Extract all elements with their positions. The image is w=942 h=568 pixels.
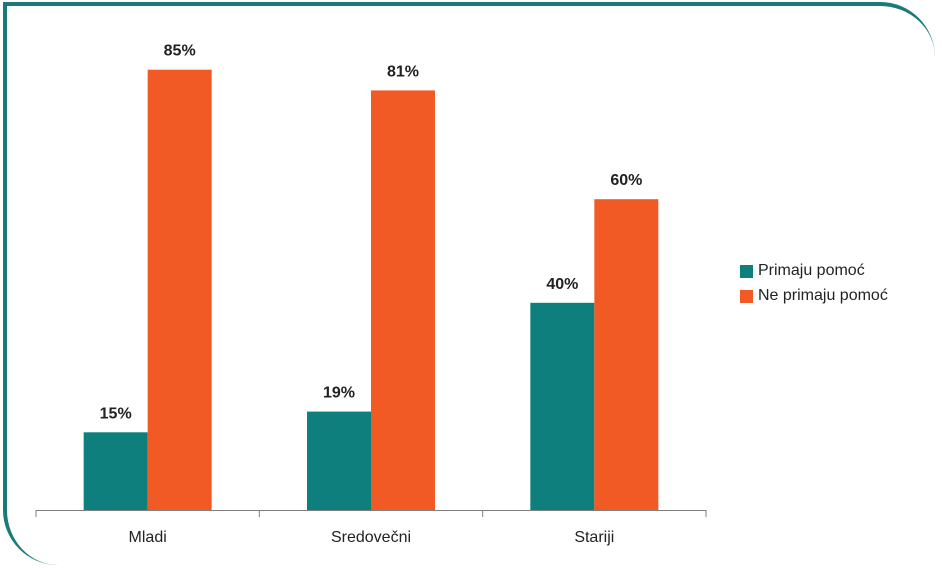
bar-primaju-1 (307, 411, 371, 510)
bar-primaju-0 (83, 432, 148, 510)
x-tick-label: Sredovečni (331, 529, 411, 546)
bar-primaju-2 (530, 302, 595, 510)
data-label: 85% (164, 43, 196, 60)
data-label: 40% (546, 276, 578, 293)
data-label: 15% (100, 405, 132, 422)
legend-label-ne-primaju: Ne primaju pomoć (758, 287, 888, 304)
data-label: 81% (387, 63, 419, 80)
legend-label-primaju: Primaju pomoć (758, 262, 865, 279)
legend-item-ne-primaju: Ne primaju pomoć (740, 285, 888, 307)
legend: Primaju pomoć Ne primaju pomoć (740, 260, 888, 310)
legend-swatch-primaju (740, 264, 753, 278)
legend-item-primaju: Primaju pomoć (740, 260, 888, 282)
legend-swatch-ne-primaju (740, 289, 753, 303)
data-label: 19% (323, 385, 355, 402)
bar-ne-primaju-2 (594, 199, 659, 510)
x-tick-label: Mladi (129, 529, 167, 546)
chart-frame (3, 2, 935, 565)
x-tick-label: Stariji (574, 529, 614, 546)
bar-ne-primaju-0 (147, 69, 212, 510)
bar-ne-primaju-1 (371, 90, 435, 511)
data-label: 60% (610, 172, 642, 189)
